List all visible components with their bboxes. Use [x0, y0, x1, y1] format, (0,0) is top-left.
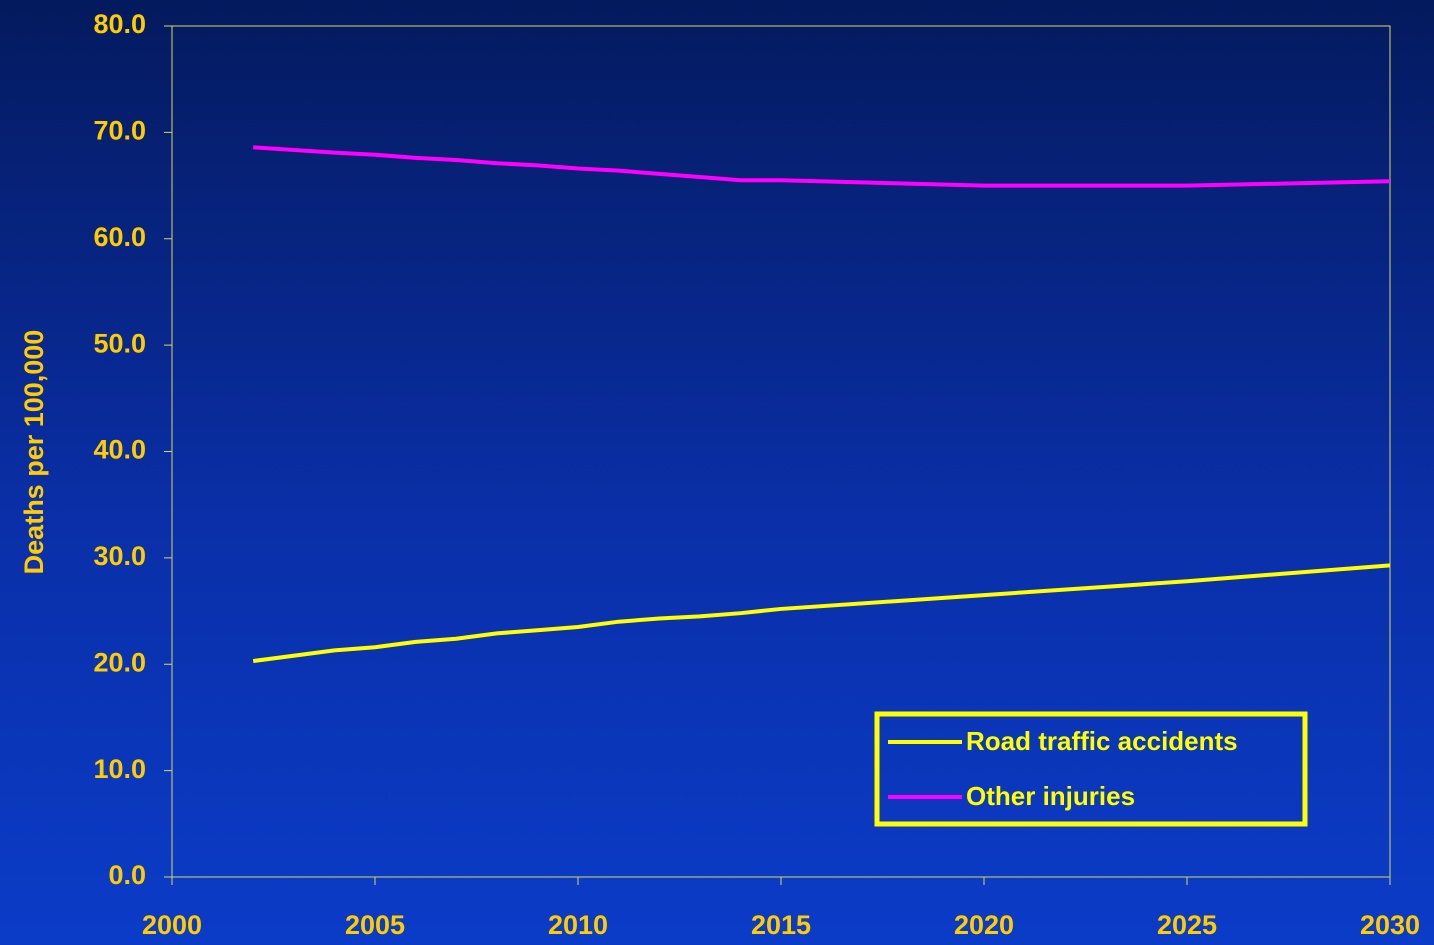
y-tick-label: 60.0 [93, 222, 146, 252]
legend: Road traffic accidents Other injuries [874, 711, 1308, 827]
y-tick-label: 30.0 [93, 541, 146, 571]
y-axis-label: Deaths per 100,000 [19, 330, 49, 575]
y-tick-label: 0.0 [108, 860, 146, 890]
legend-label: Road traffic accidents [966, 726, 1238, 756]
line-series [253, 145, 1391, 188]
line-series [252, 563, 1391, 664]
legend-label: Other injuries [966, 781, 1135, 811]
x-tick-label: 2020 [954, 910, 1014, 940]
y-tick-label: 50.0 [93, 328, 146, 358]
legend-box [874, 711, 1308, 827]
y-tick-label: 40.0 [93, 435, 146, 465]
x-tick-label: 2025 [1157, 910, 1217, 940]
y-tick-label: 80.0 [93, 9, 146, 39]
x-tick-label: 2030 [1360, 910, 1420, 940]
y-tick-label: 20.0 [93, 647, 146, 677]
y-tick-label: 10.0 [93, 754, 146, 784]
x-tick-label: 2005 [345, 910, 405, 940]
x-tick-label: 2000 [142, 910, 202, 940]
x-tick-label: 2010 [548, 910, 608, 940]
y-tick-label: 70.0 [93, 116, 146, 146]
x-tick-label: 2015 [751, 910, 811, 940]
